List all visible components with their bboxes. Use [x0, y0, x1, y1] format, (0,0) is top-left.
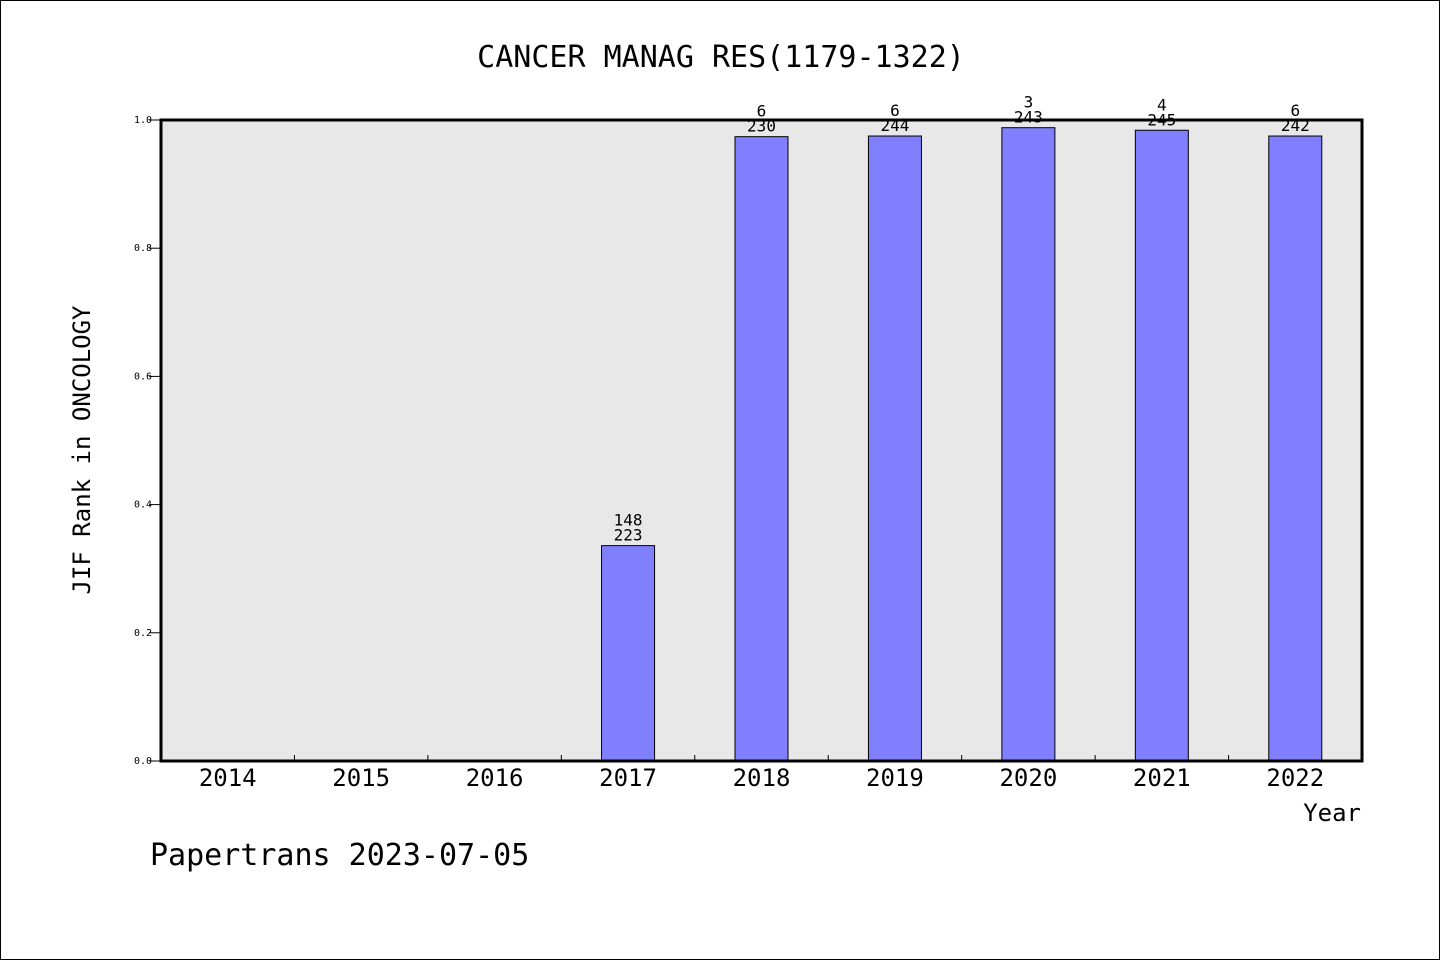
y-tick-label: 0.0 [134, 756, 152, 767]
x-tick-label: 2015 [332, 764, 390, 792]
bar-rank-label: 3 [1024, 93, 1034, 112]
bar [1268, 135, 1323, 762]
x-axis-label: Year [1303, 799, 1361, 827]
bar-rank-label: 6 [757, 102, 767, 121]
chart-marks: 0.0 0.2 0.4 0.6 0.8 1.0 2014 2015 2016 2017 2018 20… [134, 93, 1324, 792]
bar [1134, 129, 1189, 762]
bar [734, 136, 789, 762]
bar-rank-label: 6 [890, 101, 900, 120]
x-tick-label: 2018 [733, 764, 791, 792]
bar-total-label: 243 [1014, 108, 1043, 127]
y-tick-label: 0.8 [134, 243, 152, 254]
x-tick-label: 2016 [466, 764, 524, 792]
y-tick-label: 0.4 [134, 500, 152, 511]
x-tick-label: 2022 [1266, 764, 1324, 792]
y-axis-label: JIF Rank in ONCOLOGY [68, 305, 96, 595]
x-tick-label: 2019 [866, 764, 924, 792]
bar-rank-label: 6 [1290, 101, 1300, 120]
plot-border [159, 118, 1364, 763]
bar-rank-label: 148 [614, 511, 643, 530]
bar-total-label: 223 [614, 526, 643, 545]
x-tick-label: 2014 [199, 764, 257, 792]
y-tick-label: 0.2 [134, 628, 152, 639]
x-tick-label: 2017 [599, 764, 657, 792]
chart-title: CANCER MANAG RES(1179-1322) [477, 40, 965, 75]
footer-watermark: Papertrans 2023-07-05 [150, 838, 529, 873]
y-tick-label: 0.6 [134, 371, 152, 382]
bar [867, 135, 922, 762]
x-tick-label: 2021 [1133, 764, 1191, 792]
bar [601, 545, 656, 762]
bar-rank-label: 4 [1157, 95, 1167, 114]
y-tick-label: 1.0 [134, 115, 152, 126]
x-tick-label: 2020 [999, 764, 1057, 792]
bar [1001, 127, 1056, 762]
